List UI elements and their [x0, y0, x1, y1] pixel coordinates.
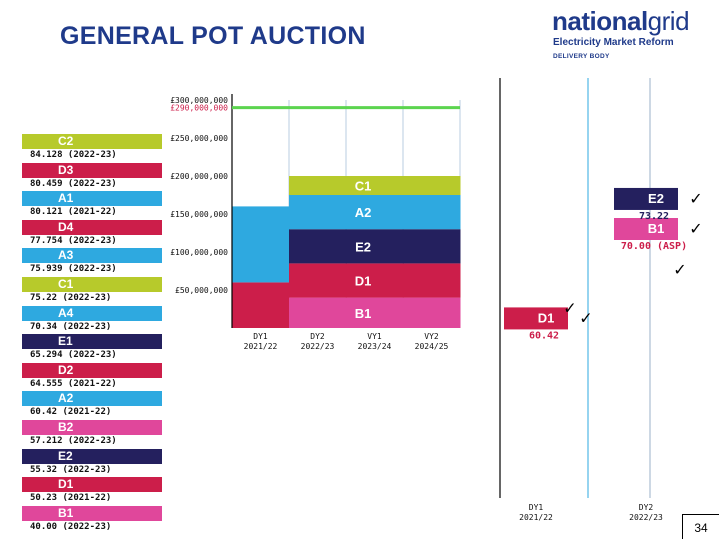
- logo-subtitle-2: DELIVERY BODY: [553, 53, 610, 60]
- price-bar-b1: [614, 218, 678, 240]
- price-value-label: 70.00 (ASP): [621, 241, 687, 252]
- stack-label-d1: D1: [355, 274, 372, 289]
- x-tick-label: 2024/25: [415, 342, 449, 351]
- ladder-price: 70.34 (2022-23): [30, 321, 112, 332]
- y-tick-label: £150,000,000: [170, 210, 228, 219]
- stack-label-e2: E2: [355, 239, 371, 254]
- stack-segment-b1: [346, 297, 404, 328]
- stack-label-c1: C1: [355, 179, 372, 194]
- stack-label-a2: A2: [355, 205, 372, 220]
- ladder-price: 64.555 (2021-22): [30, 378, 117, 389]
- page-title: GENERAL POT AUCTION: [60, 22, 366, 50]
- check-icon: ✓: [673, 260, 686, 279]
- x-tick-label: VY2: [424, 332, 439, 341]
- ladder-price: 65.294 (2022-23): [30, 350, 117, 361]
- ladder-block-a1: A1: [22, 191, 162, 207]
- stack-segment-a2: [289, 195, 347, 230]
- ladder-price: 55.32 (2022-23): [30, 464, 112, 475]
- x-tick-label: 2021/22: [519, 513, 553, 522]
- stack-segment-d1: [403, 263, 461, 298]
- ladder-block-a3: A3: [22, 248, 162, 264]
- x-tick-label: 2022/23: [301, 342, 335, 351]
- x-tick-label: DY2: [310, 332, 325, 341]
- logo-word-grid: grid: [647, 6, 690, 36]
- price-bar-e2: [614, 187, 678, 210]
- price-value-label: 60.42: [529, 330, 559, 341]
- stack-segment-d1: [346, 263, 404, 298]
- ladder-price: 60.42 (2021-22): [30, 407, 112, 418]
- ladder-block-a2: A2: [22, 391, 162, 407]
- logo-subtitle: Electricity Market Reform: [553, 37, 674, 48]
- stack-segment-c1: [346, 176, 404, 195]
- stack-segment-d1: [289, 263, 347, 298]
- stack-segment-e2: [346, 229, 404, 264]
- ladder-price: 80.121 (2021-22): [30, 207, 117, 218]
- check-icon: ✓: [689, 219, 702, 238]
- ladder-price: 77.754 (2022-23): [30, 235, 117, 246]
- price-bar-label: B1: [648, 221, 665, 236]
- ladder-block-d2: D2: [22, 362, 162, 378]
- stack-segment-e2: [403, 229, 461, 264]
- ladder-price: 50.23 (2021-22): [30, 493, 112, 504]
- ladder-block-d3: D3: [22, 162, 162, 178]
- ladder-price: 80.459 (2022-23): [30, 178, 117, 189]
- x-tick-label: DY2: [639, 503, 654, 512]
- x-tick-label: 2022/23: [629, 513, 663, 522]
- ladder-price: 75.939 (2022-23): [30, 264, 117, 275]
- x-tick-label: 2023/24: [358, 342, 392, 351]
- x-tick-label: VY1: [367, 332, 382, 341]
- stack-segment-a2: [403, 195, 461, 230]
- ladder-block-e2: E2: [22, 448, 162, 464]
- ladder-price: 57.212 (2022-23): [30, 436, 117, 446]
- x-tick-label: DY1: [529, 503, 544, 512]
- bid-ladder: C2 84.128 (2022-23) D3 80.459 (2022-23) A1 80…: [22, 134, 162, 534]
- page-number: 34: [682, 514, 719, 539]
- ladder-block-a4: A4: [22, 305, 162, 321]
- y-tick-label: £200,000,000: [170, 172, 228, 181]
- y-tick-label: £250,000,000: [170, 134, 228, 143]
- x-tick-label: DY1: [253, 332, 268, 341]
- stack-segment-c1: [403, 176, 461, 195]
- x-tick-label: 2021/22: [244, 342, 278, 351]
- logo-word-national: national: [552, 6, 648, 36]
- y-tick-label: £50,000,000: [175, 286, 228, 295]
- price-bar-label: E2: [648, 191, 664, 206]
- stack-segment-b1: [289, 297, 347, 328]
- budget-line-label: £290,000,000: [170, 104, 228, 113]
- check-icon: ✓: [579, 308, 592, 327]
- ladder-block-c1: C1: [22, 277, 162, 292]
- stack-segment-e2: [289, 229, 347, 264]
- check-icon: ✓: [563, 298, 576, 317]
- stack-segment-d1: [232, 282, 290, 328]
- stack-label-b1: B1: [355, 306, 372, 321]
- ladder-price: 84.128 (2022-23): [30, 150, 117, 160]
- budget-stack-chart: B1 D1 E2 A2 C1 £300,000,000 £250,000,000 £200,0…: [170, 94, 461, 351]
- price-value-label: 73.22: [639, 211, 669, 222]
- stack-segment-c1: [289, 176, 347, 195]
- ladder-block-d1: D1: [22, 477, 162, 493]
- y-tick-label: £100,000,000: [170, 248, 228, 257]
- ladder-block-b2: B2: [22, 420, 162, 435]
- national-grid-logo: nationalgrid: [552, 6, 690, 37]
- check-icon: ✓: [689, 189, 702, 208]
- ladder-block-d4: D4: [22, 219, 162, 235]
- stack-segment-b1: [403, 297, 461, 328]
- stack-segment-a2: [232, 206, 290, 283]
- stack-segment-a2: [346, 195, 404, 230]
- price-bar-label: D1: [538, 310, 555, 325]
- ladder-block-c2: C2: [22, 134, 162, 149]
- ladder-block-b1: B1: [22, 505, 162, 521]
- y-tick-label: £300,000,000: [170, 96, 228, 105]
- ladder-block-e1: E1: [22, 334, 162, 350]
- price-bar-d1: [504, 307, 568, 330]
- ladder-price: 75.22 (2022-23): [30, 293, 112, 303]
- ladder-price: 40.00 (2022-23): [30, 521, 112, 532]
